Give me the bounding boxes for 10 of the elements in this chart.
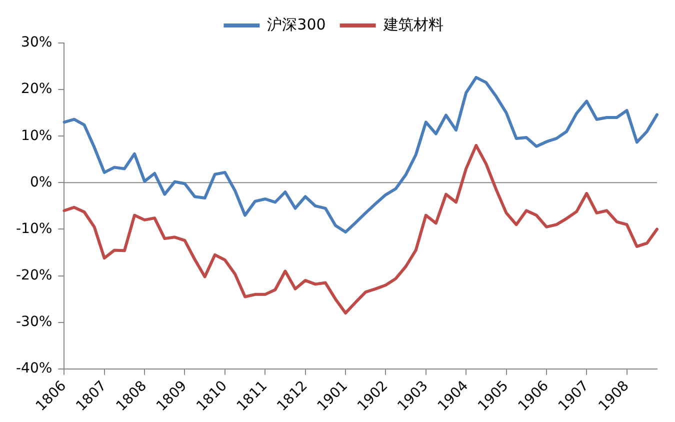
y-tick-label: 0% <box>30 174 52 190</box>
y-tick-label: -20% <box>16 267 52 284</box>
y-tick-label: -30% <box>16 314 52 330</box>
y-tick-label: 30% <box>21 34 52 51</box>
y-tick-label: -40% <box>16 360 52 377</box>
y-tick-label: 10% <box>21 128 52 144</box>
y-tick-label: -10% <box>16 220 52 237</box>
legend-label: 建筑材料 <box>382 15 444 34</box>
legend-label: 沪深300 <box>267 15 326 34</box>
y-tick-label: 20% <box>21 81 52 98</box>
